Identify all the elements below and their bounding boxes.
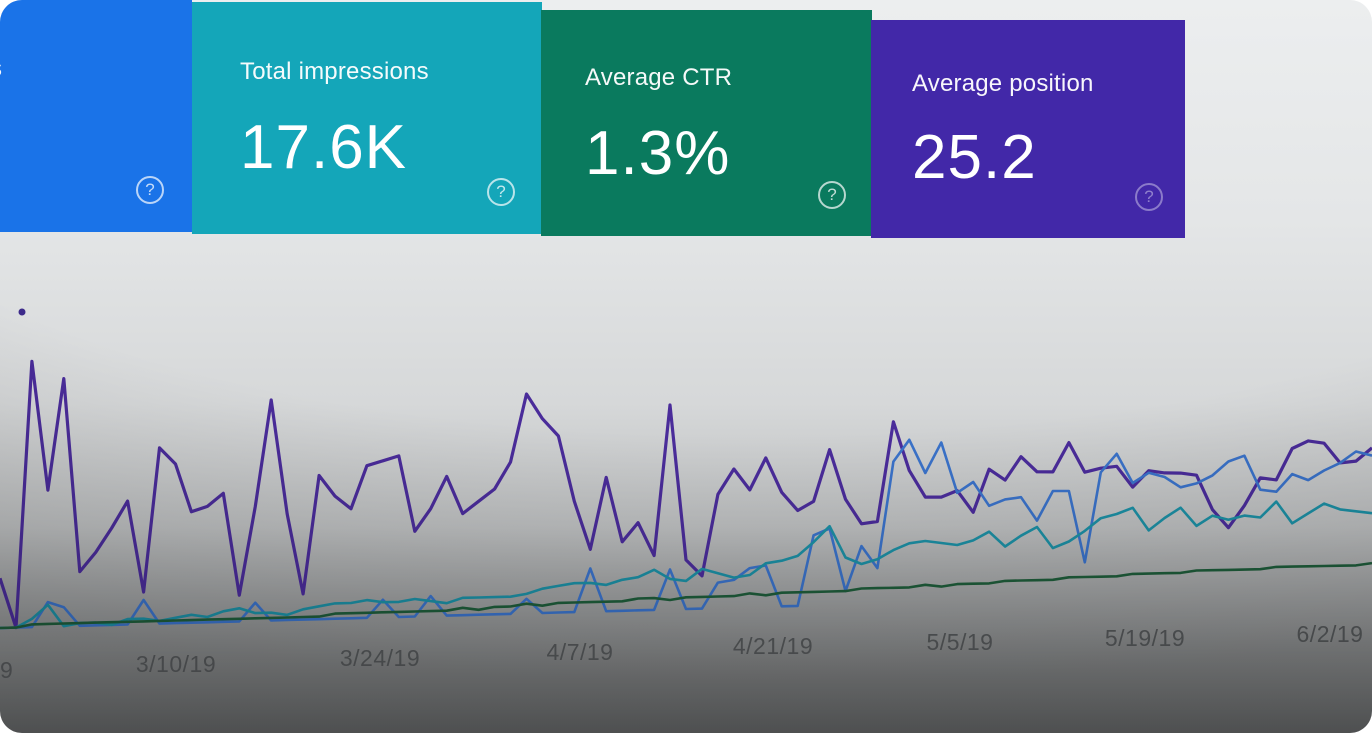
series-line-4 <box>0 561 1372 630</box>
x-tick-label: 3/24/19 <box>340 645 420 671</box>
x-axis-ticks: 9 3/10/19 3/24/19 4/7/19 4/21/19 5/5/19 5/19/1… <box>0 621 1363 683</box>
question-circle-icon[interactable]: ? <box>818 181 846 209</box>
total-impressions-label: Total impressions <box>240 58 429 85</box>
average-position-value: 25.2 <box>912 123 1037 192</box>
x-tick-label: 5/5/19 <box>927 629 994 655</box>
average-ctr-value: 1.3% <box>585 119 731 188</box>
average-position-card[interactable]: Average position 25.2 ? <box>871 20 1185 238</box>
series-line-1 <box>0 359 1372 630</box>
x-tick-label: 6/2/19 <box>1297 621 1364 647</box>
average-ctr-label: Average CTR <box>585 64 733 91</box>
total-clicks-card[interactable]: s ? <box>0 0 192 232</box>
question-circle-icon[interactable]: ? <box>1135 183 1163 211</box>
x-tick-label: 4/21/19 <box>733 633 813 659</box>
x-tick-label: 3/10/19 <box>136 651 216 677</box>
x-tick-label: 5/19/19 <box>1105 625 1185 651</box>
x-tick-label: 9 <box>0 657 13 683</box>
total-impressions-card[interactable]: Total impressions 17.6K ? <box>192 2 542 234</box>
question-circle-icon[interactable]: ? <box>136 176 164 204</box>
chart-series-group <box>0 359 1372 630</box>
x-tick-label: 4/7/19 <box>547 639 614 665</box>
chart-marker-dot <box>18 308 26 316</box>
question-circle-icon[interactable]: ? <box>487 178 515 206</box>
total-impressions-value: 17.6K <box>240 113 408 182</box>
series-line-2 <box>0 438 1372 630</box>
average-ctr-card[interactable]: Average CTR 1.3% ? <box>541 10 872 236</box>
average-position-label: Average position <box>912 70 1094 97</box>
series-line-3 <box>0 500 1372 630</box>
total-clicks-label: s <box>0 55 2 83</box>
